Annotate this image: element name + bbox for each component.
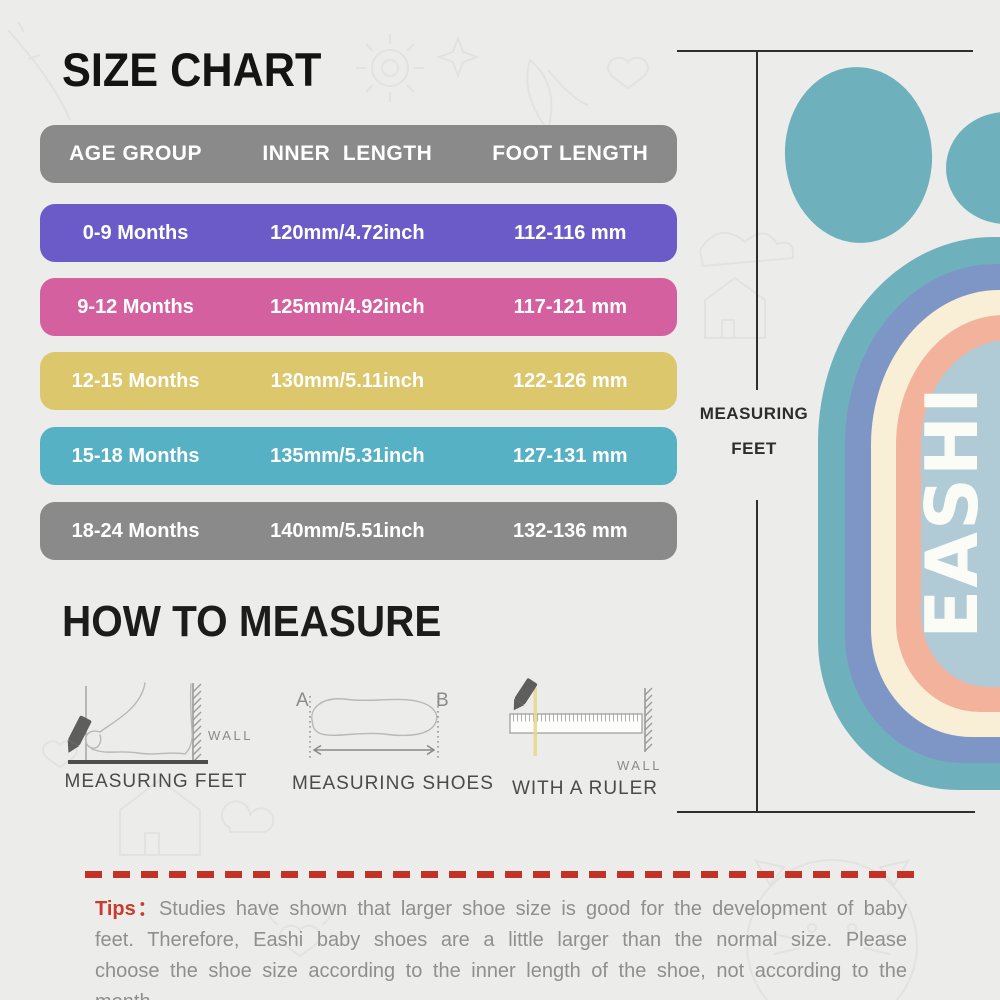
measuring-feet-icon: WALL <box>67 682 253 764</box>
age-cell: 18-24 Months <box>71 519 200 542</box>
header-foot-length: FOOT LENGTH <box>492 142 649 165</box>
pencil-icon <box>513 678 538 711</box>
tips-body: Studies have shown that larger shoe size… <box>95 898 907 1000</box>
measuring-feet-diagram: WALL MEASURING FEET <box>58 678 254 793</box>
inner-length-cell: 130mm/5.11inch <box>270 369 425 392</box>
point-b-label: B <box>436 690 449 711</box>
foot-length-cell: 127-131 mm <box>513 444 628 467</box>
measuring-feet-label: MEASURING FEET <box>688 404 820 459</box>
wall-label: WALL <box>208 728 253 743</box>
foot-length-cell: 117-121 mm <box>513 295 627 318</box>
inner-length-cell: 120mm/4.72inch <box>270 221 425 244</box>
header-inner-length: INNER LENGTH <box>262 142 433 165</box>
age-cell: 9-12 Months <box>77 295 194 318</box>
point-a-label: A <box>296 690 309 711</box>
tips-divider <box>85 871 918 878</box>
diagram-caption: MEASURING SHOES <box>292 773 494 794</box>
tips-text: Tips：Studies have shown that larger shoe… <box>95 894 907 1000</box>
measuring-feet-label-line2: FEET <box>731 439 777 458</box>
table-row: 15-18 Months 135mm/5.31inch 127-131 mm <box>40 427 677 485</box>
table-header-row: AGE GROUP INNER LENGTH FOOT LENGTH <box>40 125 677 183</box>
measuring-shoes-diagram: A B MEASURING SHOES <box>292 680 494 795</box>
pencil-icon <box>67 715 92 753</box>
table-row: 12-15 Months 130mm/5.11inch 122-126 mm <box>40 352 677 410</box>
foot-length-cell: 112-116 mm <box>514 221 627 244</box>
inner-length-cell: 135mm/5.31inch <box>270 444 425 467</box>
table-row: 0-9 Months 120mm/4.72inch 112-116 mm <box>40 204 677 262</box>
ruler-diagram: WALL WITH A RULER <box>505 678 665 800</box>
age-cell: 15-18 Months <box>71 444 200 467</box>
age-cell: 12-15 Months <box>71 369 200 392</box>
dimension-line-top <box>677 50 973 52</box>
dimension-line-vertical-lower <box>756 500 758 811</box>
dimension-line-bottom <box>677 811 975 813</box>
diagram-caption: WITH A RULER <box>511 778 659 799</box>
wall-label: WALL <box>617 758 662 773</box>
dimension-line-vertical-upper <box>756 51 758 390</box>
table-row: 9-12 Months 125mm/4.92inch 117-121 mm <box>40 278 677 336</box>
measuring-shoes-icon: A B <box>296 690 449 760</box>
inner-length-cell: 140mm/5.51inch <box>270 519 425 542</box>
table-row: 18-24 Months 140mm/5.51inch 132-136 mm <box>40 502 677 560</box>
mark-line-icon <box>533 688 537 756</box>
foot-length-cell: 132-136 mm <box>513 519 628 542</box>
brand-logo-text: EASHI <box>910 385 994 639</box>
age-cell: 0-9 Months <box>82 221 189 244</box>
tips-label: Tips： <box>95 898 159 920</box>
measuring-feet-label-line1: MEASURING <box>699 404 809 423</box>
inner-length-cell: 125mm/4.92inch <box>270 295 425 318</box>
length-arrow-icon <box>312 744 436 756</box>
how-to-measure-title: HOW TO MEASURE <box>62 597 442 646</box>
ruler-icon: WALL <box>509 678 662 773</box>
header-age-group: AGE GROUP <box>69 142 202 165</box>
footprint-center <box>921 340 1000 687</box>
page-title: SIZE CHART <box>62 43 322 96</box>
diagram-caption: MEASURING FEET <box>64 771 248 792</box>
foot-length-cell: 122-126 mm <box>513 369 628 392</box>
